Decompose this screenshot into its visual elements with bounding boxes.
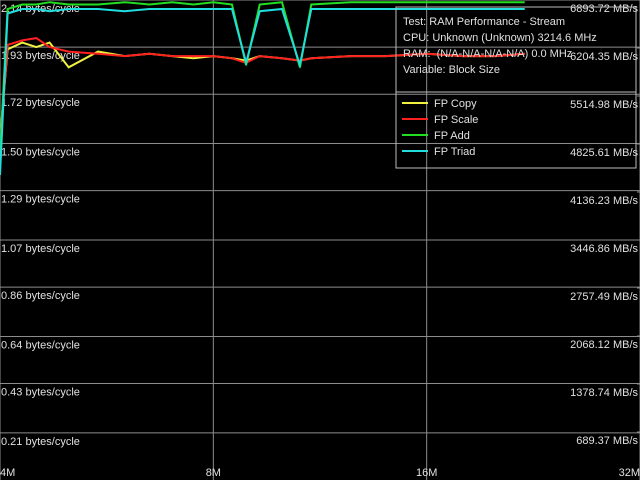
legend-label: FP Scale [434, 114, 478, 126]
y2-tick-label: 2757.49 MB/s [570, 291, 638, 303]
y-tick-label: 1.29 bytes/cycle [1, 194, 80, 206]
y-tick-label: 1.50 bytes/cycle [1, 147, 80, 159]
y2-tick-label: 4136.23 MB/s [570, 195, 638, 207]
y2-tick-label: 3446.86 MB/s [570, 243, 638, 255]
y2-tick-label: 2068.12 MB/s [570, 339, 638, 351]
x-tick-label: 4M [0, 467, 15, 479]
x-tick-label: 16M [416, 467, 437, 479]
y2-tick-label: 6204.35 MB/s [570, 51, 638, 63]
info-text: Test: RAM Performance - Stream [403, 16, 565, 28]
y2-tick-label: 689.37 MB/s [576, 435, 638, 447]
x-tick-label: 32M [619, 467, 640, 479]
info-text: CPU: Unknown (Unknown) 3214.6 MHz [403, 32, 597, 44]
y2-tick-label: 5514.98 MB/s [570, 99, 638, 111]
y-tick-label: 1.93 bytes/cycle [1, 50, 80, 62]
y-tick-label: 0.43 bytes/cycle [1, 387, 80, 399]
y-tick-label: 0.86 bytes/cycle [1, 290, 80, 302]
legend-label: FP Copy [434, 98, 477, 110]
info-text: RAM: (N/A-N/A-N/A-N/A) 0.0 MHz [403, 48, 572, 60]
y-tick-label: 1.72 bytes/cycle [1, 97, 80, 109]
y-tick-label: 0.64 bytes/cycle [1, 339, 80, 351]
y2-tick-label: 6893.72 MB/s [570, 3, 638, 15]
x-tick-label: 8M [206, 467, 221, 479]
legend-label: FP Add [434, 130, 470, 142]
y2-tick-label: 1378.74 MB/s [570, 387, 638, 399]
series-line [0, 7, 525, 176]
y-tick-label: 1.07 bytes/cycle [1, 243, 80, 255]
legend-label: FP Triad [434, 146, 475, 158]
y2-tick-label: 4825.61 MB/s [570, 147, 638, 159]
series-line [0, 1, 525, 155]
series-line [0, 37, 525, 144]
info-text: Variable: Block Size [403, 64, 500, 76]
legend-box [395, 6, 637, 169]
y-tick-label: 0.21 bytes/cycle [1, 436, 80, 448]
